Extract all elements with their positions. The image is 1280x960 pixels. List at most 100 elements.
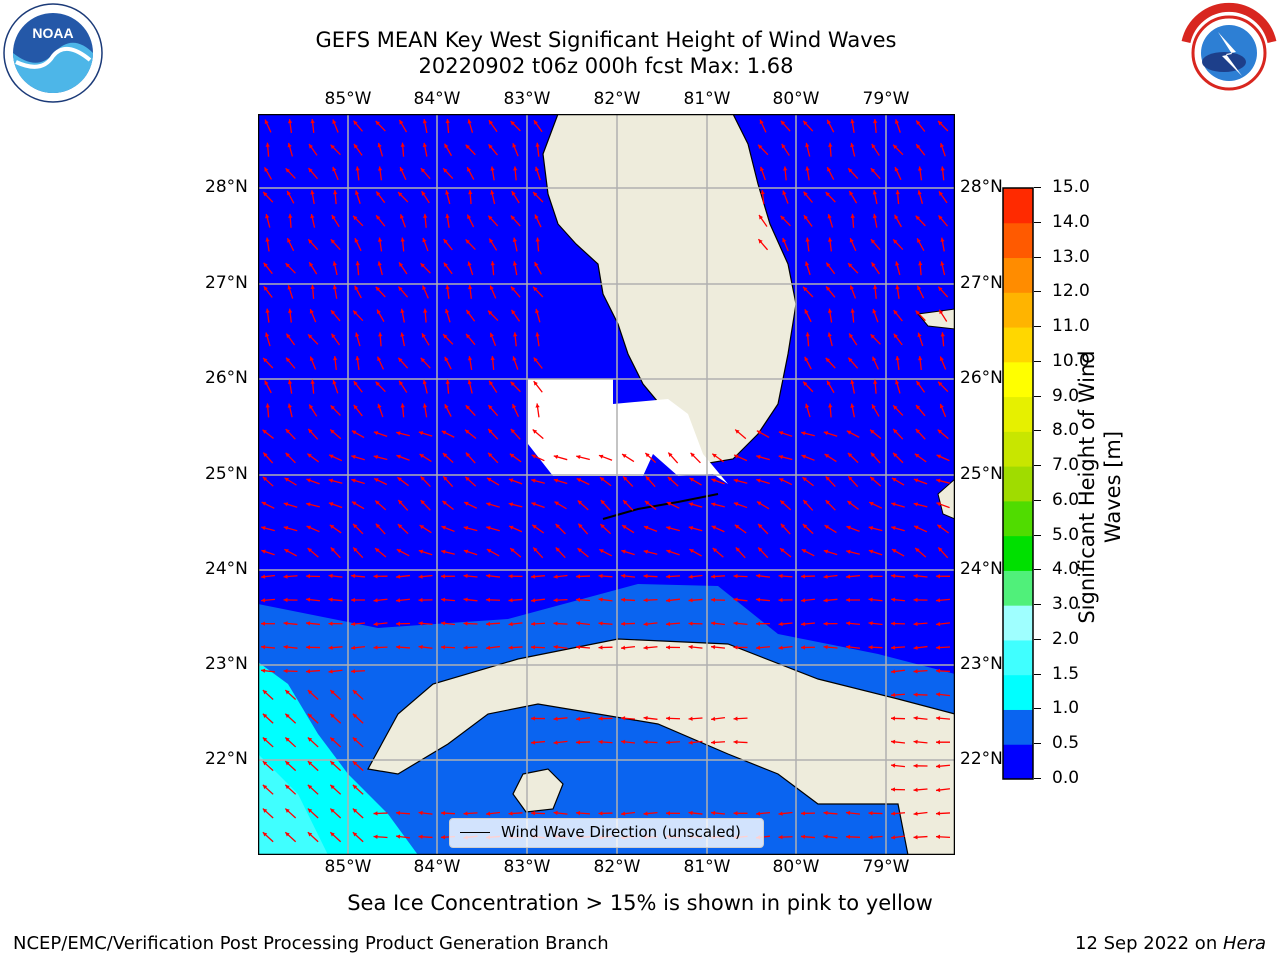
colorbar-cell: [1003, 327, 1033, 363]
wave-direction-arrowhead: [868, 835, 873, 840]
wave-direction-arrowhead: [287, 285, 292, 290]
wave-direction-arrowhead: [871, 262, 876, 267]
wave-direction-arrowhead: [870, 476, 875, 482]
wave-direction-arrowhead: [285, 784, 290, 790]
wave-direction-arrowhead: [398, 500, 403, 505]
wave-direction-arrowhead: [488, 120, 493, 125]
wave-direction-arrowhead: [396, 598, 401, 603]
wave-direction-arrowhead: [306, 669, 311, 674]
wave-direction-arrowhead: [355, 166, 360, 171]
wave-direction-arrowhead: [576, 810, 581, 816]
wave-direction-arrowhead: [352, 784, 358, 790]
wave-direction-arrowhead: [937, 524, 942, 529]
wave-direction-arrowhead: [512, 404, 517, 409]
wave-direction-arrowhead: [328, 478, 334, 483]
wave-direction-arrowhead: [758, 547, 763, 552]
wave-direction-arrowhead: [735, 547, 741, 552]
wave-direction-arrowhead: [936, 645, 941, 650]
wave-direction-arrowhead: [895, 261, 900, 266]
footer-date: 12 Sep 2022 on Hera: [1075, 933, 1266, 954]
wave-direction-arrowhead: [265, 308, 270, 313]
wave-direction-arrowhead: [868, 526, 874, 531]
wave-direction-arrowhead: [915, 215, 920, 221]
wave-direction-arrowhead: [309, 262, 314, 267]
wave-direction-arrowhead: [331, 333, 336, 339]
wave-direction-arrowhead: [600, 500, 606, 505]
wave-direction-arrowhead: [489, 285, 494, 290]
wave-direction-arrowhead: [936, 502, 941, 507]
wave-direction-arrowhead: [261, 549, 266, 554]
wave-direction-arrowhead: [283, 668, 288, 674]
wave-direction-arrowhead: [805, 237, 810, 242]
wave-direction-arrowhead: [308, 239, 313, 244]
colorbar-tick: [1034, 291, 1041, 293]
legend-label: Wind Wave Direction (unscaled): [501, 823, 741, 841]
wave-direction-arrowhead: [645, 453, 650, 458]
wave-direction-arrowhead: [418, 834, 423, 839]
wave-direction-arrowhead: [756, 430, 762, 435]
wave-direction-arrowhead: [332, 119, 337, 124]
wave-direction-arrowhead: [915, 548, 920, 553]
wave-direction-arrowhead: [262, 429, 267, 434]
wave-direction-arrowhead: [916, 144, 921, 149]
wave-direction-arrowhead: [827, 237, 833, 242]
wave-direction-arrowhead: [377, 237, 383, 242]
wave-direction-arrowhead: [397, 524, 403, 529]
wave-direction-arrowhead: [918, 356, 923, 361]
wave-direction-arrowhead: [756, 621, 760, 626]
colorbar-tick: [1034, 534, 1041, 536]
wave-direction-arrowhead: [804, 356, 809, 362]
wave-direction-arrowhead: [846, 430, 852, 435]
wave-direction-arrowhead: [509, 453, 515, 458]
wave-direction-arrowhead: [486, 597, 491, 603]
wave-direction-arrowhead: [848, 357, 853, 363]
wave-direction-arrowhead: [940, 261, 945, 266]
wave-direction-arrowhead: [688, 810, 693, 816]
wave-direction-arrowhead: [510, 548, 515, 553]
wave-direction-arrowhead: [801, 621, 806, 627]
wave-direction-arrowhead: [307, 761, 313, 766]
wave-direction-arrowhead: [778, 834, 783, 840]
wave-direction-arrowhead: [285, 263, 290, 268]
wave-direction-arrowhead: [846, 644, 851, 650]
wave-direction-arrowhead: [733, 574, 738, 579]
wave-direction-arrowhead: [488, 405, 493, 410]
wave-direction-arrowhead: [577, 500, 583, 505]
wave-direction-arrowhead: [711, 502, 716, 507]
wave-direction-arrowhead: [418, 574, 423, 579]
wave-direction-arrowhead: [759, 166, 765, 172]
wave-direction-arrowhead: [850, 308, 855, 313]
wave-direction-arrowhead: [508, 811, 513, 816]
wave-direction-arrowhead: [442, 500, 447, 506]
wave-direction-arrowhead: [400, 308, 405, 314]
colorbar-cell: [1003, 188, 1033, 224]
wave-direction-arrowhead: [283, 597, 288, 603]
wave-direction-arrowhead: [846, 621, 851, 626]
wave-direction-arrowhead: [510, 121, 515, 126]
wave-direction-arrowhead: [801, 834, 806, 839]
wave-direction-arrowhead: [712, 548, 718, 553]
wave-direction-arrowhead: [913, 645, 918, 650]
colorbar-tick: [1034, 743, 1041, 745]
wave-direction-arrowhead: [445, 213, 450, 219]
wave-direction-arrowhead: [870, 334, 875, 339]
wave-direction-arrowhead: [532, 524, 537, 529]
wave-direction-arrowhead: [688, 621, 693, 626]
wave-direction-arrowhead: [419, 525, 425, 530]
wave-direction-arrowhead: [351, 501, 357, 506]
wave-direction-arrowhead: [823, 834, 828, 839]
wave-direction-arrowhead: [759, 215, 764, 220]
wave-direction-arrowhead: [283, 502, 289, 507]
wave-direction-arrowhead: [353, 215, 358, 221]
wave-direction-arrowhead: [287, 190, 291, 196]
wave-direction-arrowhead: [399, 214, 404, 219]
wave-direction-arrowhead: [373, 454, 379, 460]
wave-direction-arrowhead: [872, 190, 877, 195]
wave-direction-arrowhead: [441, 621, 446, 626]
colorbar-cell: [1003, 292, 1033, 328]
wave-direction-arrowhead: [553, 574, 558, 579]
wave-direction-arrowhead: [621, 549, 626, 554]
wave-direction-arrowhead: [733, 502, 739, 507]
wave-direction-arrowhead: [938, 191, 944, 196]
wave-direction-arrowhead: [868, 621, 873, 626]
